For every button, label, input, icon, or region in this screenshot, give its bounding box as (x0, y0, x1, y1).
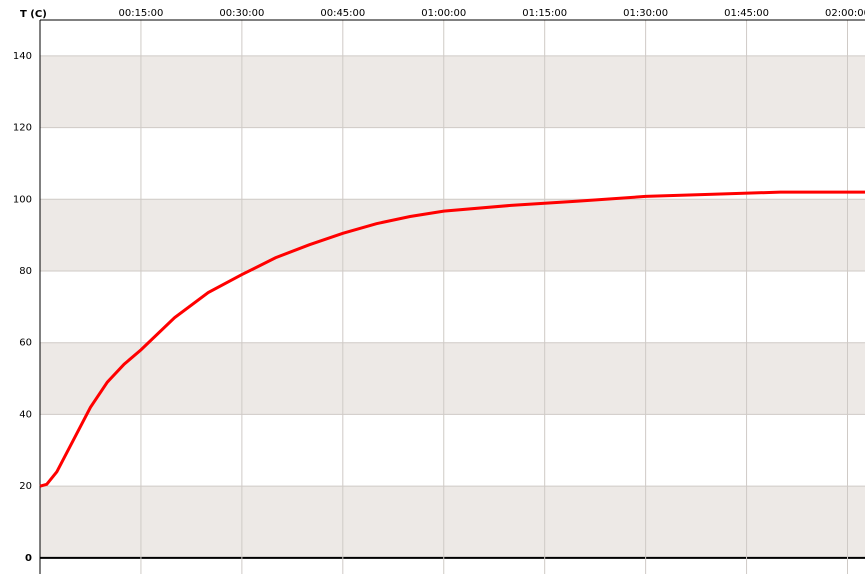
x-tick-label: 00:45:00 (320, 8, 365, 19)
y-tick-label: 100 (13, 194, 32, 205)
y-tick-label: 0 (25, 553, 32, 564)
data-line (39, 190, 865, 488)
grid-band (40, 486, 865, 558)
grid-band (40, 342, 865, 415)
x-tick-label: 01:45:00 (724, 8, 769, 19)
x-tick-label: 02:00:00 (825, 8, 865, 19)
x-tick-label: 01:00:00 (421, 8, 466, 19)
y-tick-label: 20 (19, 481, 32, 492)
y-tick-label: 40 (19, 409, 32, 420)
y-axis-label: T (C) (20, 9, 47, 20)
y-tick-label: 140 (13, 51, 32, 62)
y-tick-label: 120 (13, 123, 32, 134)
x-tick-label: 00:30:00 (219, 8, 264, 19)
y-tick-label: 80 (19, 266, 32, 277)
x-tick-label: 01:15:00 (522, 8, 567, 19)
y-tick-label: 60 (19, 338, 32, 349)
grid-band (40, 55, 865, 128)
x-tick-label: 01:30:00 (623, 8, 668, 19)
x-tick-label: 00:15:00 (118, 8, 163, 19)
